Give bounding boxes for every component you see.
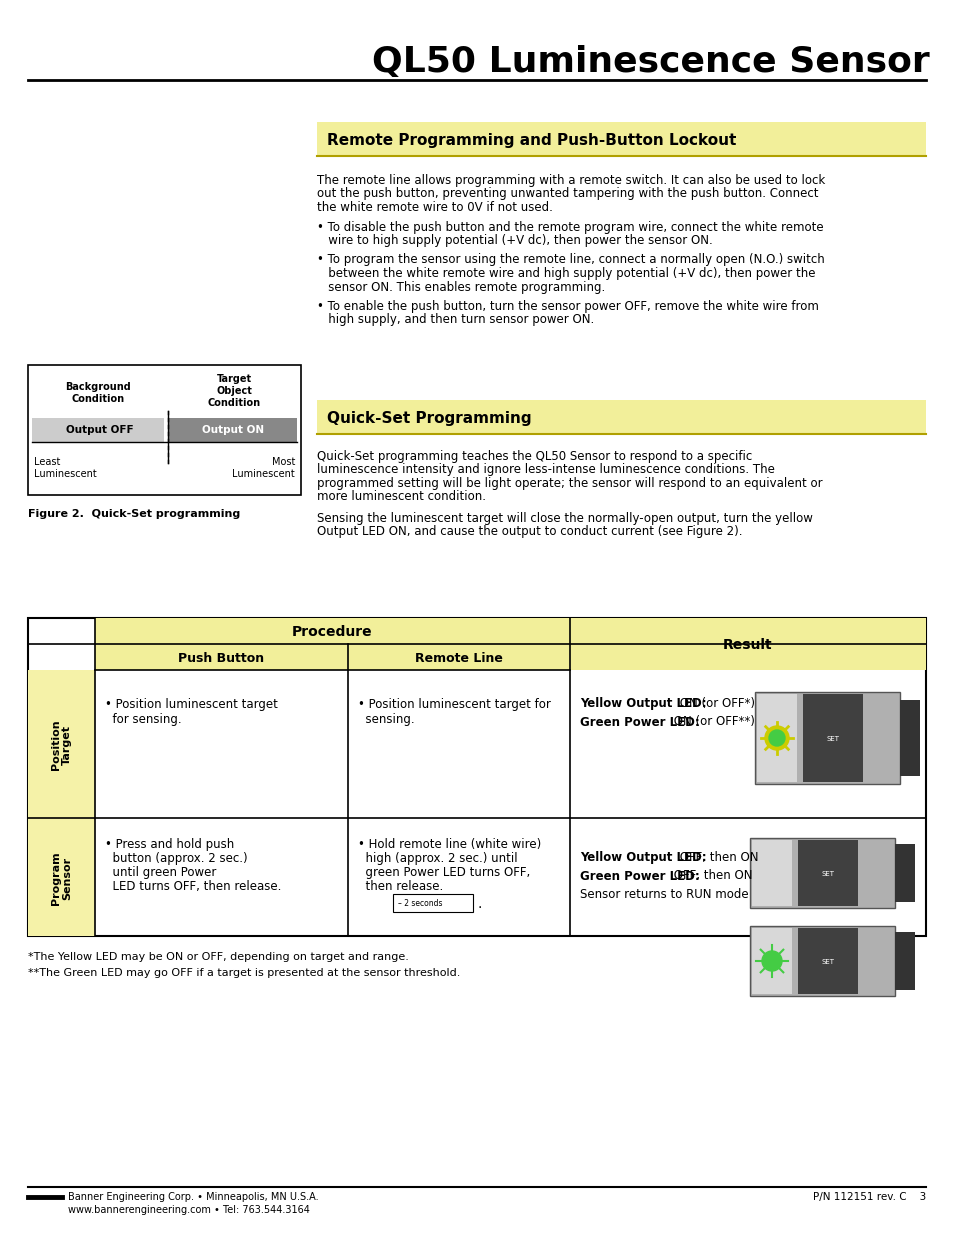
Text: **The Green LED may go OFF if a target is presented at the sensor threshold.: **The Green LED may go OFF if a target i… <box>28 968 460 978</box>
Text: P/N 112151 rev. C    3: P/N 112151 rev. C 3 <box>812 1192 925 1202</box>
Text: programmed setting will be light operate; the sensor will respond to an equivale: programmed setting will be light operate… <box>316 477 821 490</box>
Bar <box>316 122 925 156</box>
Bar <box>899 700 919 776</box>
Text: Remote Line: Remote Line <box>415 652 502 664</box>
Text: then release.: then release. <box>357 881 443 893</box>
Text: *The Yellow LED may be ON or OFF, depending on target and range.: *The Yellow LED may be ON or OFF, depend… <box>28 952 409 962</box>
Bar <box>751 927 791 994</box>
Text: Green Power LED:: Green Power LED: <box>579 869 699 883</box>
Text: Result: Result <box>722 638 772 652</box>
Text: Green Power LED:: Green Power LED: <box>579 715 699 729</box>
Text: • Press and hold push: • Press and hold push <box>105 839 234 851</box>
Text: LED turns OFF, then release.: LED turns OFF, then release. <box>105 881 281 893</box>
Bar <box>348 643 569 671</box>
Text: Push Button: Push Button <box>178 652 264 664</box>
Text: Position
Target: Position Target <box>51 720 72 771</box>
Bar <box>797 840 857 906</box>
Text: out the push button, preventing unwanted tampering with the push button. Connect: out the push button, preventing unwanted… <box>316 188 818 200</box>
Text: • To program the sensor using the remote line, connect a normally open (N.O.) sw: • To program the sensor using the remote… <box>316 253 824 267</box>
Circle shape <box>768 730 784 746</box>
Text: ON (or OFF*): ON (or OFF*) <box>676 698 754 710</box>
Text: Program
Sensor: Program Sensor <box>51 851 72 905</box>
Text: Yellow Output LED:: Yellow Output LED: <box>579 698 706 710</box>
Bar <box>28 671 95 818</box>
Text: button (approx. 2 sec.): button (approx. 2 sec.) <box>105 852 248 864</box>
Text: • To disable the push button and the remote program wire, connect the white remo: • To disable the push button and the rem… <box>316 221 822 233</box>
Bar <box>569 618 925 671</box>
Text: the white remote wire to 0V if not used.: the white remote wire to 0V if not used. <box>316 201 553 214</box>
Text: • Hold remote line (white wire): • Hold remote line (white wire) <box>357 839 540 851</box>
Text: – 2 seconds: – 2 seconds <box>397 899 442 909</box>
Text: Remote Programming and Push-Button Lockout: Remote Programming and Push-Button Locko… <box>327 132 736 147</box>
Bar <box>28 618 925 936</box>
Text: OFF, then ON: OFF, then ON <box>676 851 758 864</box>
Text: Condition: Condition <box>208 398 261 408</box>
Text: Figure 2.  Quick-Set programming: Figure 2. Quick-Set programming <box>28 509 240 519</box>
Text: SET: SET <box>821 871 834 877</box>
Text: SET: SET <box>825 736 839 742</box>
Text: Target: Target <box>216 374 252 384</box>
Bar <box>95 643 348 671</box>
Bar <box>894 844 914 902</box>
Bar <box>757 694 796 782</box>
Text: until green Power: until green Power <box>105 866 216 879</box>
Bar <box>894 932 914 990</box>
Bar <box>28 818 95 936</box>
Text: Background: Background <box>65 382 131 391</box>
Text: • To enable the push button, turn the sensor power OFF, remove the white wire fr: • To enable the push button, turn the se… <box>316 300 818 312</box>
Bar <box>28 366 301 495</box>
Bar <box>393 894 473 911</box>
Text: Banner Engineering Corp. • Minneapolis, MN U.S.A.: Banner Engineering Corp. • Minneapolis, … <box>68 1192 318 1202</box>
Text: Yellow Output LED:: Yellow Output LED: <box>579 851 706 864</box>
Text: ON (or OFF**): ON (or OFF**) <box>669 715 754 729</box>
Text: Most: Most <box>272 457 294 467</box>
Text: QL50 Luminescence Sensor: QL50 Luminescence Sensor <box>372 44 929 79</box>
Text: high supply, and then turn sensor power ON.: high supply, and then turn sensor power … <box>316 314 594 326</box>
Text: Output ON: Output ON <box>202 425 264 435</box>
Text: high (approx. 2 sec.) until: high (approx. 2 sec.) until <box>357 852 517 864</box>
Circle shape <box>761 951 781 971</box>
Text: green Power LED turns OFF,: green Power LED turns OFF, <box>357 866 530 879</box>
Bar <box>95 618 569 643</box>
Text: Object: Object <box>216 387 253 396</box>
Text: • Position luminescent target for
  sensing.: • Position luminescent target for sensin… <box>357 698 550 726</box>
Text: SET: SET <box>821 960 834 965</box>
Bar <box>751 840 791 906</box>
Text: luminescence intensity and ignore less-intense luminescence conditions. The: luminescence intensity and ignore less-i… <box>316 463 774 477</box>
Text: Sensing the luminescent target will close the normally-open output, turn the yel: Sensing the luminescent target will clos… <box>316 513 812 525</box>
Bar <box>797 927 857 994</box>
Bar <box>754 692 899 784</box>
Text: OFF, then ON: OFF, then ON <box>669 869 752 883</box>
Text: The remote line allows programming with a remote switch. It can also be used to : The remote line allows programming with … <box>316 174 824 186</box>
Text: wire to high supply potential (+V dc), then power the sensor ON.: wire to high supply potential (+V dc), t… <box>316 233 712 247</box>
Text: Quick-Set programming teaches the QL50 Sensor to respond to a specific: Quick-Set programming teaches the QL50 S… <box>316 450 752 463</box>
Text: sensor ON. This enables remote programming.: sensor ON. This enables remote programmi… <box>316 280 604 294</box>
Text: .: . <box>477 897 482 911</box>
Text: Luminescent: Luminescent <box>34 469 96 479</box>
Text: Luminescent: Luminescent <box>232 469 294 479</box>
Text: Quick-Set Programming: Quick-Set Programming <box>327 410 531 426</box>
Text: between the white remote wire and high supply potential (+V dc), then power the: between the white remote wire and high s… <box>316 267 815 280</box>
Text: Procedure: Procedure <box>292 625 373 638</box>
Bar <box>749 839 894 908</box>
Text: www.bannerengineering.com • Tel: 763.544.3164: www.bannerengineering.com • Tel: 763.544… <box>68 1205 310 1215</box>
Bar <box>316 400 925 433</box>
Bar <box>32 417 164 442</box>
Text: more luminescent condition.: more luminescent condition. <box>316 490 485 504</box>
Text: Output LED ON, and cause the output to conduct current (see Figure 2).: Output LED ON, and cause the output to c… <box>316 526 741 538</box>
Bar <box>749 926 894 995</box>
Text: Condition: Condition <box>71 394 125 404</box>
Text: • Position luminescent target
  for sensing.: • Position luminescent target for sensin… <box>105 698 277 726</box>
Text: Sensor returns to RUN mode: Sensor returns to RUN mode <box>579 888 748 900</box>
Circle shape <box>764 726 788 750</box>
Bar <box>802 694 862 782</box>
Bar <box>169 417 296 442</box>
Text: Output OFF: Output OFF <box>66 425 133 435</box>
Text: Least: Least <box>34 457 60 467</box>
